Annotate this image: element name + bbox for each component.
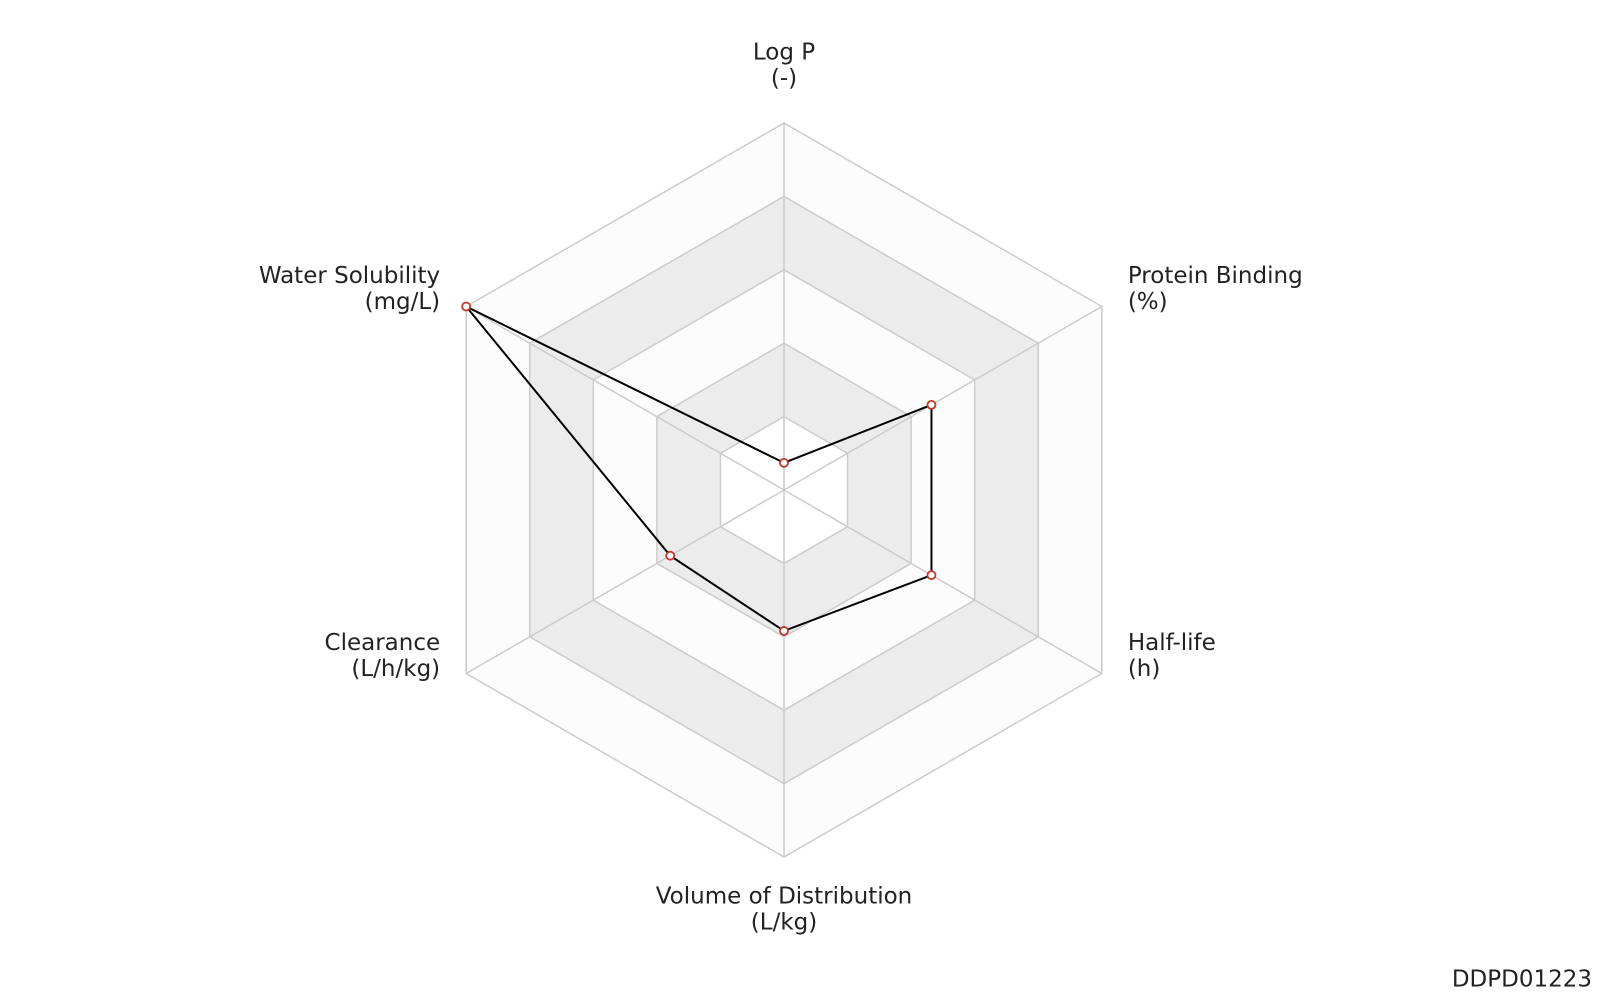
axis-label: Water Solubility bbox=[259, 263, 440, 289]
data-point bbox=[926, 399, 937, 410]
axis-spoke bbox=[465, 305, 785, 491]
axis-label: Log P bbox=[753, 40, 815, 66]
axis-label: Clearance bbox=[325, 630, 441, 656]
axis-unit: (%) bbox=[1128, 289, 1168, 315]
axis-unit: (mg/L) bbox=[365, 289, 441, 315]
data-point bbox=[779, 626, 789, 636]
axis-unit: (h) bbox=[1128, 656, 1161, 682]
axis-label: Half-life bbox=[1128, 630, 1216, 656]
axis-spoke bbox=[465, 489, 785, 675]
axis-spoke bbox=[783, 489, 1103, 675]
data-point bbox=[665, 550, 676, 561]
axis-label: Protein Binding bbox=[1128, 263, 1303, 289]
data-point bbox=[461, 301, 472, 312]
data-point bbox=[779, 457, 789, 468]
axis-spoke bbox=[783, 305, 1103, 491]
axis-unit: (-) bbox=[771, 66, 797, 92]
axis-unit: (L/h/kg) bbox=[351, 656, 440, 682]
axis-label: Volume of Distribution bbox=[656, 884, 913, 910]
chart-id: DDPD01223 bbox=[1452, 967, 1592, 993]
data-point bbox=[926, 570, 937, 581]
axis-unit: (L/kg) bbox=[751, 910, 817, 936]
